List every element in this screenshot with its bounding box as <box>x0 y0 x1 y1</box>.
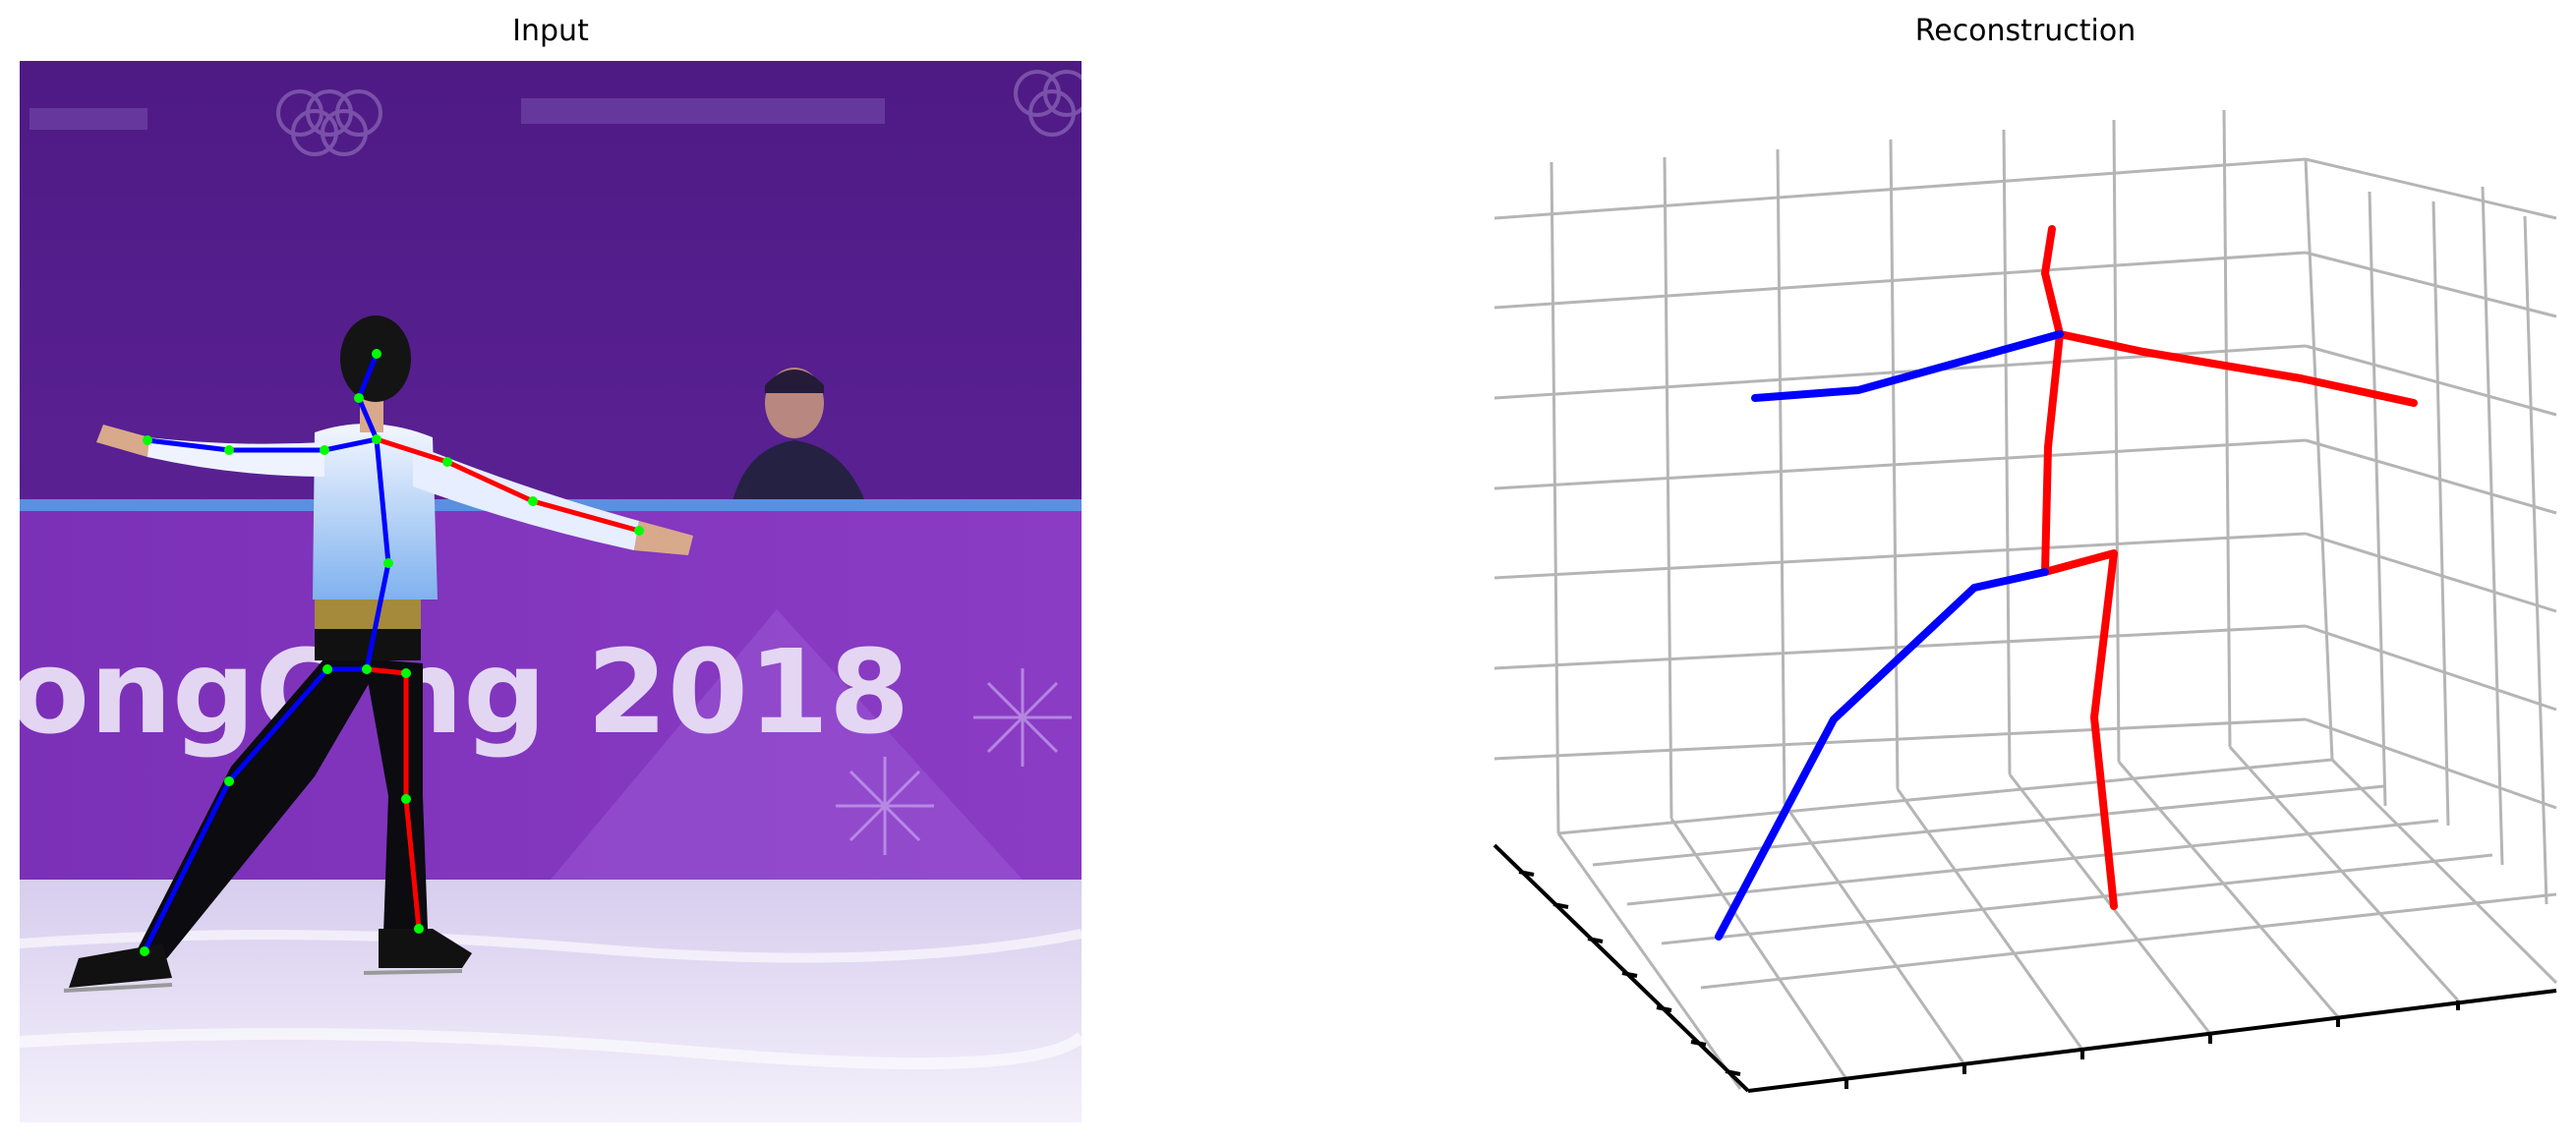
skeleton-2d <box>142 351 642 954</box>
spectator <box>732 368 865 501</box>
right-arm-2d <box>374 436 642 534</box>
right-arm-3d <box>2056 330 2418 407</box>
top-banner-text <box>29 108 147 130</box>
board-banner-text: ongC ng 2018 <box>10 624 909 760</box>
axis-lines <box>1493 843 2557 1093</box>
spine-3d <box>2041 225 2064 576</box>
axis-ticks <box>1518 870 2460 1089</box>
top-banner-text <box>521 98 885 124</box>
grid-lines <box>1493 109 2558 1090</box>
left-leg-2d <box>142 666 370 954</box>
left-arm-2d <box>145 436 380 453</box>
olympic-rings-icon <box>276 70 1082 156</box>
input-panel-title: Input <box>512 14 589 48</box>
left-leg-3d <box>1715 568 2049 941</box>
keypoints-2d <box>140 349 644 956</box>
reconstruction-panel-title: Reconstruction <box>1914 14 2137 48</box>
right-leg-2d <box>364 666 422 932</box>
skeleton-3d <box>1715 225 2418 941</box>
left-arm-3d <box>1751 330 2064 402</box>
snowflake-icon <box>836 668 1072 855</box>
right-leg-3d <box>2041 549 2118 910</box>
input-photo: ongC ng 2018 <box>10 61 1082 1122</box>
reconstruction-3d-axes <box>1493 109 2558 1093</box>
board-pattern <box>551 609 1023 880</box>
